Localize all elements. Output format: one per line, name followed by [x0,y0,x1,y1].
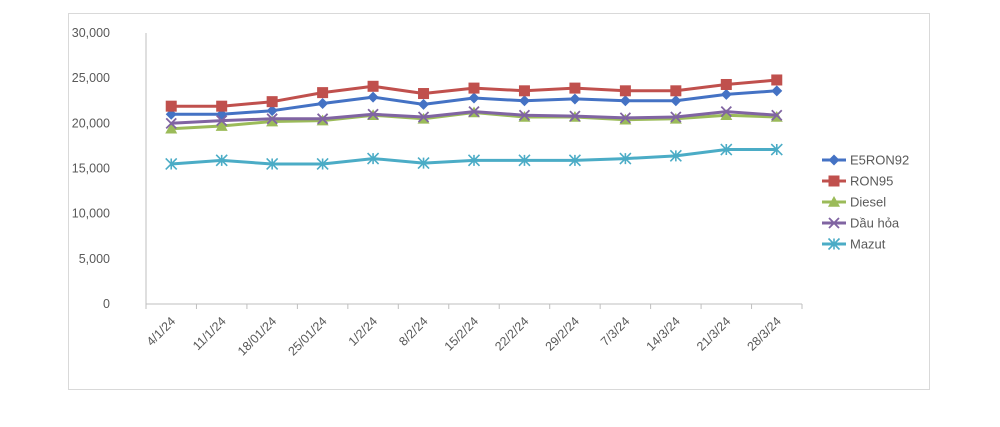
data-point-e5ron92 [619,95,631,107]
data-point-e5ron92 [518,95,530,107]
data-point-dau-hoa [266,113,278,125]
data-point-mazut [619,152,632,165]
y-tick-label: 20,000 [72,116,110,130]
data-point-ron95 [518,85,530,97]
data-point-dau-hoa [316,113,329,125]
data-point-ron95 [619,85,631,97]
legend-marker-diesel [828,196,840,207]
legend-label-dau-hoa: Dầu hỏa [850,216,900,231]
series-layer [165,74,783,171]
data-point-mazut [165,157,178,171]
legend-marker-e5ron92 [828,154,840,166]
x-tick-label: 1/2/24 [346,314,381,349]
data-point-mazut [669,149,682,162]
x-tick-label: 11/1/24 [190,314,229,353]
data-point-e5ron92 [670,95,682,107]
legend-item-diesel: Diesel [822,195,886,210]
data-point-ron95 [720,78,732,90]
x-tick-label: 25/01/24 [285,314,329,358]
data-point-e5ron92 [266,105,278,117]
data-point-mazut [215,154,228,167]
data-point-diesel [720,109,733,121]
data-point-ron95 [670,85,682,97]
legend-marker-mazut [827,237,841,251]
data-point-dau-hoa [771,109,783,121]
x-tick-label: 4/1/24 [144,314,179,349]
data-point-mazut [417,157,430,170]
data-point-ron95 [771,74,783,86]
data-point-dau-hoa [569,110,581,122]
data-point-mazut [518,154,531,167]
data-point-e5ron92 [367,91,379,103]
data-point-dau-hoa [367,108,379,120]
legend: E5RON92 RON95 Diesel Dầu hỏa Mazut [822,153,909,252]
data-point-dau-hoa [619,112,632,124]
data-point-dau-hoa [720,105,732,118]
y-tick-label: 0 [103,297,110,311]
y-tick-label: 30,000 [72,26,110,40]
data-point-e5ron92 [720,88,732,100]
series-dau-hoa [165,105,783,129]
data-point-ron95 [317,87,329,99]
legend-marker-dau-hoa [828,217,840,229]
data-point-e5ron92 [418,98,430,110]
data-point-mazut [568,154,581,167]
data-point-diesel [266,115,279,127]
series-mazut [165,143,783,171]
series-ron95 [165,74,783,112]
legend-item-dau-hoa: Dầu hỏa [822,216,900,231]
data-point-e5ron92 [317,97,329,109]
x-tick-label: 15/2/24 [442,314,481,353]
legend-label-diesel: Diesel [850,195,886,210]
legend-item-ron95: RON95 [822,174,893,189]
data-point-diesel [165,122,178,134]
data-point-e5ron92 [468,92,480,104]
x-tick-label: 28/3/24 [744,314,783,353]
data-point-ron95 [216,100,228,112]
data-point-mazut [367,152,380,165]
data-point-mazut [316,157,329,171]
data-point-ron95 [165,100,177,112]
data-point-diesel [215,120,228,131]
data-point-ron95 [569,82,581,94]
data-point-dau-hoa [518,109,531,121]
x-tick-label: 7/3/24 [598,314,633,349]
data-point-ron95 [418,88,430,100]
y-tick-label: 15,000 [72,162,110,176]
data-point-ron95 [468,82,480,94]
data-point-dau-hoa [216,114,228,127]
x-tick-label: 8/2/24 [396,314,431,349]
y-tick-label: 10,000 [72,207,110,221]
data-point-mazut [467,154,481,167]
data-point-e5ron92 [569,93,581,105]
data-point-dau-hoa [417,111,430,123]
x-tick-label: 18/01/24 [235,314,279,358]
axes: 0 5,000 10,000 15,000 20,000 25,000 30,000 4/1/… [72,26,803,359]
data-point-mazut [720,143,733,156]
y-tick-label: 5,000 [79,252,110,266]
data-point-dau-hoa [670,111,682,123]
data-point-ron95 [266,96,278,108]
data-point-mazut [770,143,783,156]
data-point-mazut [266,157,279,171]
data-point-dau-hoa [468,105,480,118]
legend-label-mazut: Mazut [850,237,886,252]
legend-label-e5ron92: E5RON92 [850,153,909,168]
x-tick-label: 21/3/24 [694,314,733,353]
legend-marker-ron95 [828,175,840,187]
data-point-e5ron92 [771,85,783,97]
y-tick-label: 25,000 [72,71,110,85]
x-tick-label: 29/2/24 [543,314,582,353]
legend-item-mazut: Mazut [822,237,886,252]
x-tick-label: 14/3/24 [644,314,683,353]
data-point-ron95 [367,80,379,92]
data-point-dau-hoa [165,117,177,129]
chart-frame [68,13,930,390]
legend-label-ron95: RON95 [850,174,893,189]
x-tick-label: 22/2/24 [492,314,531,353]
legend-item-e5ron92: E5RON92 [822,153,909,168]
